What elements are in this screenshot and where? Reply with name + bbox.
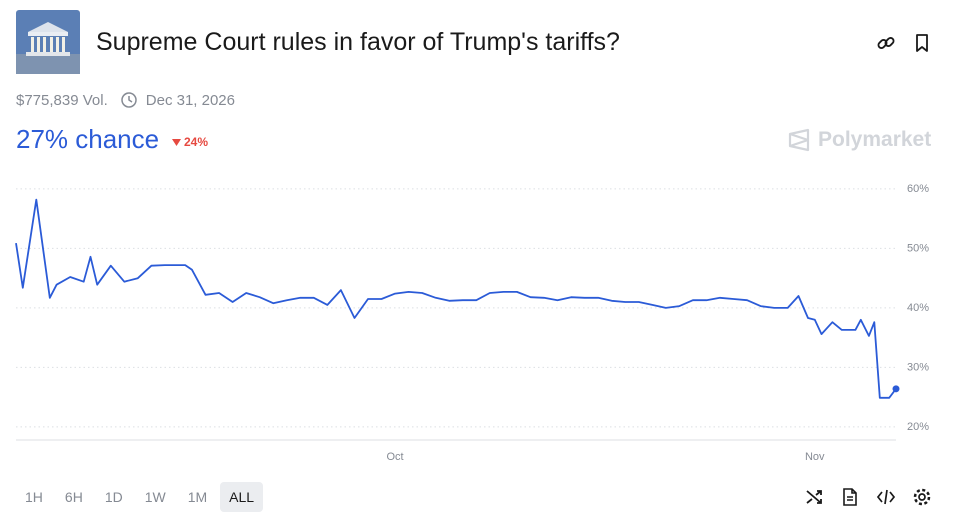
timeframe-button[interactable]: 6H	[64, 489, 83, 505]
brand-name: Polymarket	[818, 128, 932, 151]
timeframe-tabs: 1H 6H 1D 1W 1M ALL	[16, 482, 264, 512]
y-tick-label: 50%	[907, 242, 929, 254]
bookmark-icon[interactable]	[913, 33, 931, 53]
timeframe-button[interactable]: 1D	[104, 489, 123, 505]
document-icon[interactable]	[840, 487, 860, 507]
market-thumbnail	[16, 10, 80, 74]
timeframe-button[interactable]: 1M	[187, 489, 208, 505]
timeframe-button[interactable]: ALL	[220, 482, 264, 512]
brand: Polymarket	[788, 128, 931, 152]
y-tick-label: 20%	[907, 421, 929, 433]
shuffle-icon[interactable]	[804, 487, 824, 507]
settings-icon[interactable]	[912, 487, 932, 507]
change-value: 24%	[184, 135, 209, 149]
y-tick-label: 40%	[907, 302, 929, 314]
x-tick-label: Oct	[387, 451, 404, 463]
clock-icon	[121, 92, 137, 108]
price-line	[15, 198, 897, 399]
embed-icon[interactable]	[876, 487, 896, 507]
chart: 20% 30% 40% 50% 60% Oct Nov	[15, 183, 929, 463]
end-date: Dec 31, 2026	[145, 91, 235, 109]
market-title: Supreme Court rules in favor of Trump's …	[96, 28, 620, 56]
timeframe-button[interactable]: 1H	[25, 489, 43, 505]
link-icon[interactable]	[876, 33, 896, 53]
timeframe-button[interactable]: 1W	[144, 489, 166, 505]
x-tick-label: Nov	[805, 451, 825, 463]
volume: $775,839 Vol.	[16, 91, 108, 109]
chance: 27% chance	[16, 124, 160, 154]
market-meta: $775,839 Vol. Dec 31, 2026	[16, 91, 235, 109]
brand-logo	[788, 128, 810, 152]
last-point	[892, 385, 900, 393]
down-arrow	[172, 139, 181, 146]
change: 24%	[172, 135, 208, 149]
y-tick-label: 30%	[907, 361, 929, 373]
y-tick-label: 60%	[907, 183, 929, 195]
